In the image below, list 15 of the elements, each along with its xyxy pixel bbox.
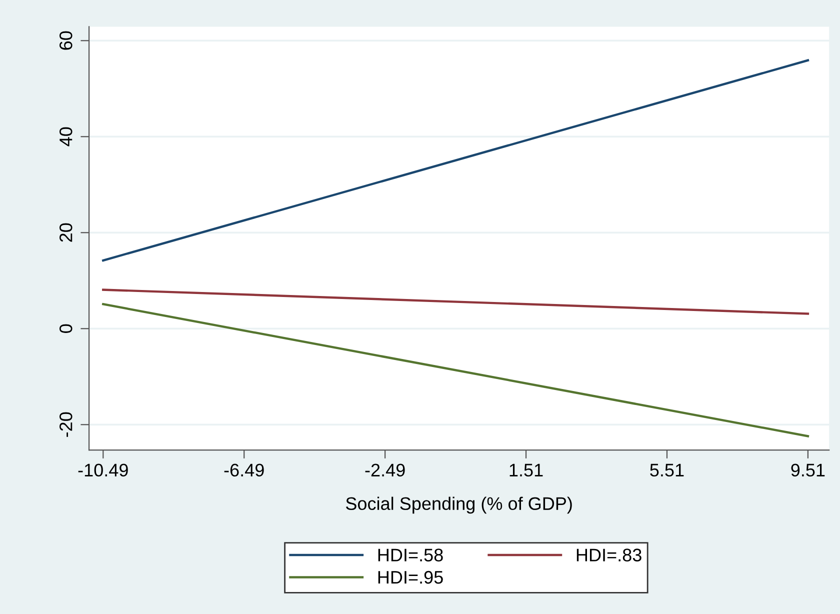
y-tick-label: 60 (59, 31, 72, 50)
legend-label: HDI=.83 (576, 548, 642, 562)
legend-label: HDI=.95 (378, 570, 443, 584)
x-axis-title: Social Spending (% of GDP) (346, 496, 572, 514)
x-tick-label: 1.51 (510, 464, 543, 477)
x-tick-label: 5.51 (650, 464, 684, 477)
y-tick-label: 40 (59, 127, 72, 146)
x-tick-label: -6.49 (224, 464, 264, 477)
x-tick-label: -2.49 (365, 464, 405, 477)
y-tick-label: -20 (59, 412, 72, 437)
x-tick-label: -10.49 (78, 464, 128, 477)
y-tick-label: 20 (59, 223, 72, 242)
x-tick-label: 9.51 (791, 464, 825, 477)
y-tick-label: 0 (59, 324, 72, 333)
legend-label: HDI=.58 (378, 548, 443, 562)
